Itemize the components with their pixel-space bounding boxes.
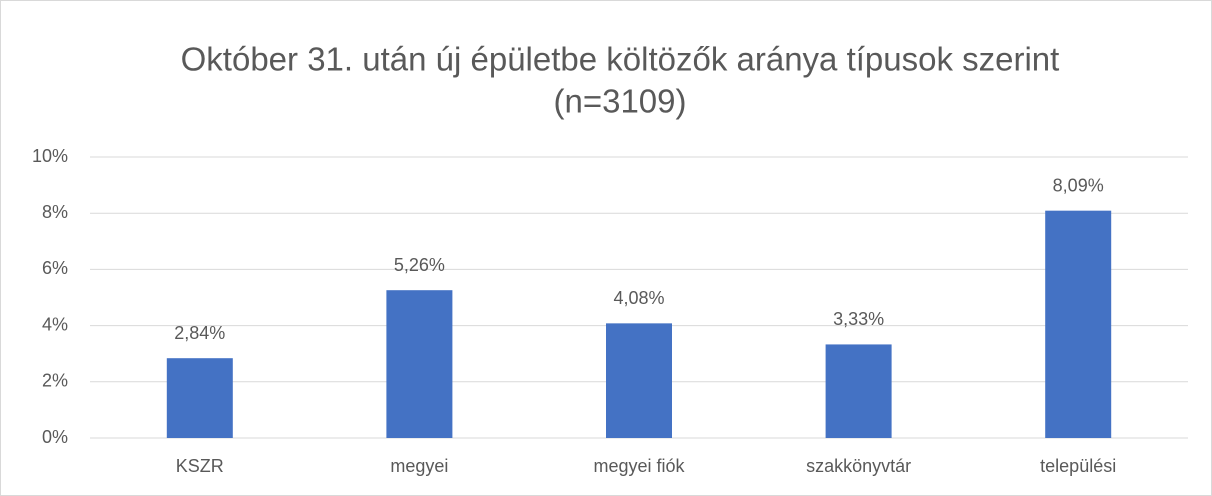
x-tick-label: megyei fiók <box>593 456 685 476</box>
chart-title: Október 31. után új épületbe költözők ar… <box>181 41 1060 78</box>
y-tick-label: 6% <box>42 258 68 278</box>
y-tick-label: 8% <box>42 202 68 222</box>
x-tick-label: szakkönyvtár <box>806 456 911 476</box>
data-label: 2,84% <box>174 323 225 343</box>
bar <box>166 358 233 438</box>
bar <box>1045 210 1112 438</box>
bar <box>386 290 453 438</box>
y-tick-label: 2% <box>42 371 68 391</box>
bar <box>606 323 672 438</box>
x-tick-label: települési <box>1040 456 1116 476</box>
data-label: 4,08% <box>613 288 664 308</box>
x-tick-label: KSZR <box>176 456 224 476</box>
data-label: 3,33% <box>833 309 884 329</box>
data-label: 5,26% <box>394 255 445 275</box>
y-tick-label: 0% <box>42 427 68 447</box>
x-tick-label: megyei <box>390 456 448 476</box>
data-label: 8,09% <box>1053 175 1104 195</box>
y-tick-label: 10% <box>32 146 68 166</box>
bar <box>825 344 892 438</box>
y-tick-label: 4% <box>42 314 68 334</box>
chart-subtitle: (n=3109) <box>553 83 686 120</box>
